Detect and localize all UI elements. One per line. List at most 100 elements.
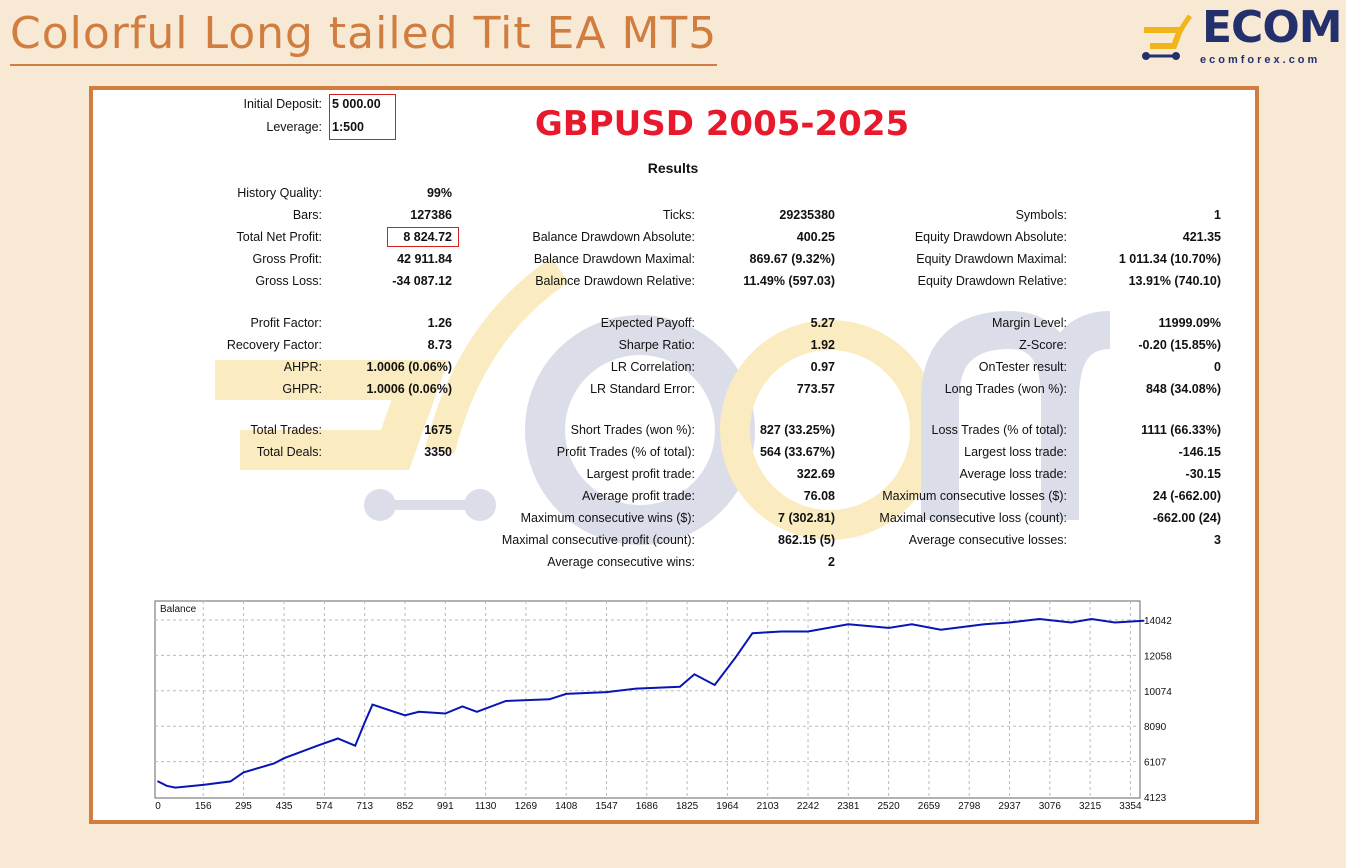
balance-point [1113, 621, 1116, 624]
stat-label: Average consecutive losses: [908, 533, 1067, 547]
stat-value: 848 (34.08%) [1145, 382, 1221, 396]
stat-label: Equity Drawdown Maximal: [916, 252, 1067, 266]
stat-value: 42 911.84 [397, 252, 452, 266]
deposit-highlight-box [329, 94, 396, 140]
stat-label: Equity Drawdown Relative: [917, 274, 1067, 288]
stat-value: 0.97 [810, 360, 835, 374]
stat-label: Maximal consecutive profit (count): [501, 533, 695, 547]
stat-label: Ticks: [662, 208, 695, 222]
x-tick-label: 1964 [716, 801, 739, 812]
stat-label: Largest loss trade: [964, 445, 1067, 459]
balance-point [693, 673, 696, 676]
stat-value: 3 [1214, 533, 1221, 547]
stat-label: Average profit trade: [581, 489, 695, 503]
stat-label: Profit Trades (% of total): [556, 445, 695, 459]
stat-value: -662.00 (24) [1152, 511, 1221, 525]
y-tick-label: 14042 [1144, 616, 1172, 627]
stat-label: Maximum consecutive losses ($): [882, 489, 1067, 503]
stat-value: 862.15 (5) [778, 533, 835, 547]
x-tick-label: 1547 [595, 801, 618, 812]
balance-point [316, 744, 319, 747]
stat-label: LR Correlation: [610, 360, 695, 374]
x-tick-label: 3215 [1079, 801, 1102, 812]
balance-point [444, 712, 447, 715]
stat-value: 5.27 [810, 316, 835, 330]
balance-point [461, 705, 464, 708]
balance-point [273, 762, 275, 765]
balance-point [336, 737, 339, 740]
stat-label: Short Trades (won %): [570, 423, 695, 437]
stat-label: Gross Loss: [255, 274, 322, 288]
stat-value: 29235380 [779, 208, 835, 222]
stat-value: 8 824.72 [403, 230, 452, 244]
x-tick-label: 2103 [757, 801, 780, 812]
stat-label: Sharpe Ratio: [618, 338, 695, 352]
x-tick-label: 3354 [1119, 801, 1142, 812]
stat-value: 7 (302.81) [778, 511, 835, 525]
balance-point [476, 710, 478, 713]
stat-value: 773.57 [796, 382, 835, 396]
balance-point [679, 685, 681, 688]
balance-point [1142, 619, 1145, 622]
y-tick-label: 10074 [1144, 687, 1172, 698]
balance-point [165, 785, 168, 787]
x-tick-label: 3076 [1039, 801, 1062, 812]
stat-label: Total Trades: [250, 423, 322, 437]
balance-point [605, 691, 608, 693]
balance-point [565, 693, 568, 695]
x-tick-label: 574 [316, 801, 333, 812]
balance-point [1038, 618, 1041, 620]
cart-icon [1142, 14, 1193, 60]
initial-deposit-label: Initial Deposit: [243, 97, 322, 111]
stat-value: 421.35 [1182, 230, 1221, 244]
balance-point [371, 703, 374, 706]
stat-label: Recovery Factor: [226, 338, 322, 352]
x-tick-label: 852 [397, 801, 414, 812]
y-tick-label: 12058 [1144, 651, 1172, 662]
stat-label: Equity Drawdown Absolute: [914, 230, 1067, 244]
balance-point [847, 623, 850, 626]
stat-value: 564 (33.67%) [759, 445, 835, 459]
stat-label: Balance Drawdown Absolute: [532, 230, 695, 244]
stat-label: Profit Factor: [250, 316, 322, 330]
stat-label: Balance Drawdown Maximal: [533, 252, 695, 266]
report-heading: GBPUSD 2005-2025 [534, 104, 910, 144]
stat-value: 1 [1214, 208, 1221, 222]
stat-value: 0 [1214, 360, 1221, 374]
stat-label: Maximum consecutive wins ($): [520, 511, 695, 525]
stat-label: Average consecutive wins: [547, 555, 695, 569]
stat-value: 3350 [424, 445, 452, 459]
stat-label: Bars: [292, 208, 322, 222]
balance-point [911, 623, 913, 626]
stat-value: 1 011.34 (10.70%) [1118, 252, 1221, 266]
stat-value: -0.20 (15.85%) [1138, 338, 1221, 352]
stat-value: 827 (33.25%) [759, 423, 835, 437]
stat-value: 127386 [410, 208, 452, 222]
stat-value: -146.15 [1178, 445, 1221, 459]
stat-value: 1.0006 (0.06%) [366, 382, 452, 396]
x-tick-label: 2798 [958, 801, 981, 812]
stat-label: GHPR: [282, 382, 322, 396]
stat-label: LR Standard Error: [590, 382, 695, 396]
balance-point [635, 687, 638, 690]
balance-point [354, 744, 356, 747]
x-tick-label: 2659 [918, 801, 941, 812]
logo-url: ecomforex.com [1200, 54, 1321, 66]
balance-point [157, 780, 159, 783]
x-tick-label: 2381 [837, 801, 860, 812]
balance-point [1090, 618, 1093, 620]
ecom-logo: ECOM ecomforex.com [1140, 2, 1343, 70]
balance-point [713, 684, 716, 686]
x-tick-label: 435 [276, 801, 293, 812]
stat-label: Average loss trade: [959, 467, 1067, 481]
stat-value: 2 [828, 555, 835, 569]
balance-point [940, 628, 942, 631]
chart-title: Balance [160, 604, 197, 615]
stat-value: 869.67 (9.32%) [749, 252, 835, 266]
balance-point [751, 632, 754, 635]
x-tick-label: 713 [356, 801, 373, 812]
x-tick-label: 1825 [676, 801, 699, 812]
plot-area [154, 600, 1141, 799]
